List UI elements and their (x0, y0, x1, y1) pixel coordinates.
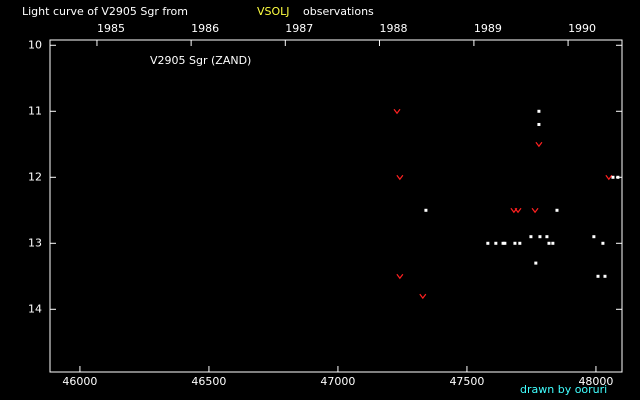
observation-point (538, 235, 542, 239)
y-tick-label: 10 (28, 38, 42, 51)
observation-point (601, 241, 605, 245)
observation-point (503, 241, 507, 245)
credit: drawn by ooruri (520, 383, 607, 396)
y-tick-label: 13 (28, 236, 42, 249)
x-tick-label: 48000 (578, 375, 613, 388)
y-tick-label: 12 (28, 170, 42, 183)
observation-point (611, 175, 615, 179)
observation-point (424, 208, 428, 212)
y-tick-label: 14 (28, 302, 42, 315)
observation-point (592, 235, 596, 239)
upper-limit-point (393, 108, 401, 115)
x2-tick-label: 1987 (285, 22, 313, 35)
observation-point (551, 241, 555, 245)
observation-point (596, 274, 600, 278)
title-highlight: VSOLJ (257, 5, 290, 18)
x2-tick-label: 1988 (379, 22, 407, 35)
observation-point (501, 241, 505, 245)
observation-point (529, 235, 533, 239)
observation-point (616, 175, 620, 179)
y-tick-label: 11 (28, 104, 42, 117)
x2-tick-label: 1990 (568, 22, 596, 35)
x-tick-label: 47500 (449, 375, 484, 388)
upper-limit-point (531, 207, 539, 214)
observation-point (603, 274, 607, 278)
x2-tick-label: 1989 (474, 22, 502, 35)
observation-point (547, 241, 551, 245)
upper-limit-point (419, 293, 427, 300)
chart-title: Light curve of V2905 Sgr from (22, 5, 188, 18)
x2-tick-label: 1986 (191, 22, 219, 35)
x-tick-label: 46500 (191, 375, 226, 388)
observation-point (555, 208, 559, 212)
observation-point (513, 241, 517, 245)
observation-point (486, 241, 490, 245)
observation-point (537, 109, 541, 113)
observation-point (534, 261, 538, 265)
x-tick-label: 47000 (320, 375, 355, 388)
observation-point (537, 122, 541, 126)
plot-frame (49, 39, 623, 373)
x2-tick-label: 1985 (97, 22, 125, 35)
observation-point (494, 241, 498, 245)
upper-limit-point (396, 273, 404, 280)
observation-point (545, 235, 549, 239)
object-label: V2905 Sgr (ZAND) (150, 54, 251, 67)
observation-point (518, 241, 522, 245)
upper-limit-point (535, 141, 543, 148)
upper-limit-point (514, 207, 522, 214)
upper-limit-point (605, 174, 613, 181)
x-tick-label: 46000 (62, 375, 97, 388)
upper-limit-point (396, 174, 404, 181)
title-end: observations (303, 5, 374, 18)
